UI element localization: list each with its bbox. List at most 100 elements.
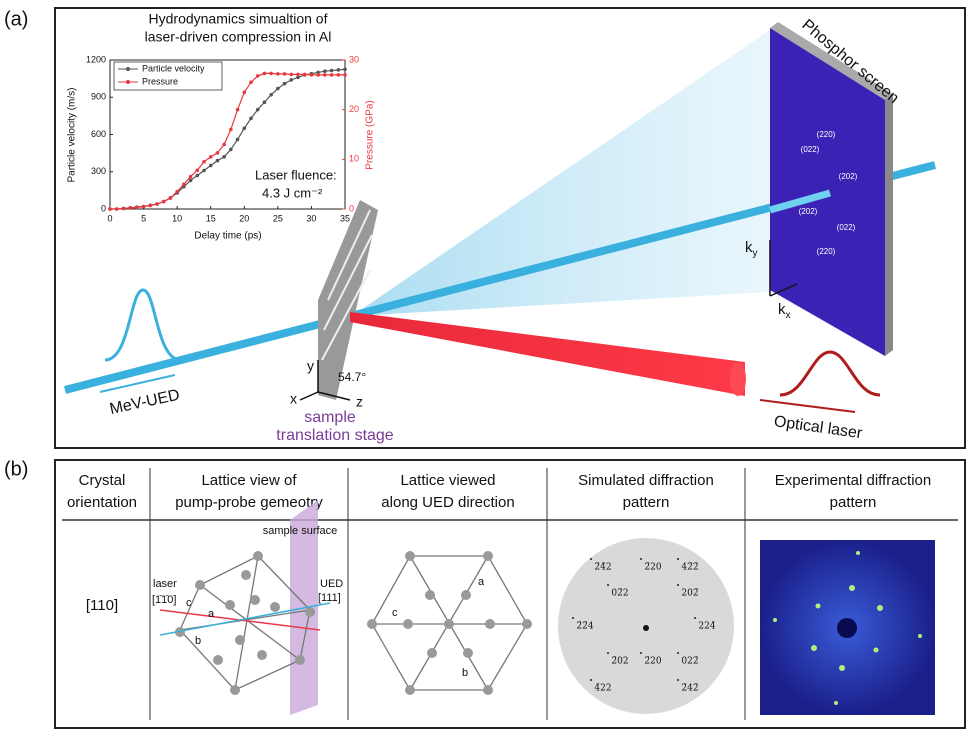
chart-title: laser-driven compression in Al	[145, 29, 332, 45]
point	[289, 78, 294, 82]
sim-label: 2̄4̄2	[594, 563, 611, 573]
point	[316, 73, 320, 77]
electron-beam	[769, 189, 831, 214]
legend-label: Pressure	[142, 76, 178, 86]
point	[242, 126, 247, 131]
arrow	[759, 399, 856, 413]
ued-arrow	[159, 602, 331, 636]
atoms	[175, 551, 315, 695]
point	[128, 206, 132, 210]
point	[208, 163, 213, 168]
surface-label: sample surface	[263, 525, 338, 537]
sim-spot	[677, 584, 679, 586]
point	[262, 71, 267, 76]
axis-name: x	[290, 391, 297, 407]
point	[296, 75, 300, 80]
k: k	[778, 301, 786, 318]
x-tick-label: 35	[340, 213, 350, 223]
legend-label: Particle velocity	[142, 63, 205, 73]
point	[249, 116, 253, 121]
lattice-label: b	[462, 667, 468, 679]
point	[135, 205, 139, 210]
point	[255, 107, 260, 112]
point	[329, 73, 334, 77]
sim-label: 2̄20	[644, 657, 661, 667]
table-header: Crystal	[79, 472, 126, 489]
table-header: Simulated diffraction	[578, 472, 714, 489]
point	[336, 73, 341, 77]
sim-label: 022̄	[681, 657, 698, 667]
y2-axis-label: Pressure (GPa)	[365, 100, 376, 169]
point	[188, 174, 193, 179]
point	[269, 71, 273, 76]
point	[195, 168, 200, 173]
lattice-label: a	[208, 608, 215, 620]
k: k	[745, 239, 753, 256]
sim-spot	[590, 679, 592, 681]
sample-stage	[318, 200, 378, 400]
table-header: Crystal orientation Lattice view of pump-pr…	[67, 472, 931, 511]
y2-tick-label: 30	[349, 54, 359, 64]
stage-label: sample	[304, 409, 356, 426]
point	[229, 127, 233, 132]
lattice-label: b	[195, 635, 201, 647]
point	[296, 72, 300, 77]
y-tick-label: 300	[91, 166, 106, 176]
stage-label: translation stage	[276, 427, 394, 444]
laser-label: Optical laser	[773, 413, 864, 442]
spot-label: (220)	[817, 130, 836, 139]
point	[222, 142, 226, 147]
atoms	[367, 551, 532, 695]
point	[215, 158, 220, 163]
x-axis-label: Delay time (ps)	[194, 231, 261, 242]
beam-label: MeV-UED	[108, 387, 181, 418]
table-header: pattern	[830, 494, 877, 511]
sub: x	[786, 310, 791, 321]
arrow	[99, 374, 176, 393]
laser-beam	[350, 312, 745, 396]
y2-tick-label: 0	[349, 203, 354, 213]
point	[323, 73, 327, 77]
table-header: orientation	[67, 494, 137, 511]
axis-name: z	[356, 394, 363, 410]
point	[262, 100, 267, 105]
table-cell: [110]	[86, 597, 118, 614]
axes-arrows	[299, 240, 798, 401]
x-tick-label: 0	[107, 213, 112, 223]
spot-label: (220)	[817, 247, 836, 256]
point	[255, 74, 260, 78]
point	[235, 137, 240, 142]
point	[242, 90, 247, 95]
sim-spot	[677, 652, 679, 654]
sim-spot	[677, 558, 679, 560]
laser-beam	[730, 362, 746, 396]
x-tick-label: 10	[172, 213, 182, 223]
sim-label: 2̄20	[644, 563, 661, 573]
sim-spot	[590, 558, 592, 560]
point	[215, 151, 220, 155]
point	[343, 67, 347, 72]
lattice-label: c	[186, 597, 192, 609]
diffraction-cone	[352, 30, 885, 356]
sim-label: 2̄02	[611, 657, 628, 667]
pulse	[104, 288, 182, 362]
point	[289, 72, 294, 77]
sim-spot	[677, 679, 679, 681]
y-axis-label: Particle velocity (m/s)	[67, 87, 78, 182]
point	[155, 202, 159, 206]
sim-label: 2̄2̄4	[576, 622, 593, 632]
point	[175, 189, 179, 194]
point	[282, 81, 287, 86]
legend-box	[113, 61, 223, 91]
legend-swatch	[126, 67, 130, 71]
sim-label: 4̄22	[594, 684, 611, 694]
point	[235, 107, 240, 112]
sim-spot	[572, 617, 574, 619]
point	[336, 68, 341, 72]
sim-label: 2̄42̄	[681, 684, 698, 694]
sim-label: 202̄	[681, 589, 698, 599]
table-header: Lattice viewed	[400, 472, 495, 489]
pulse	[779, 350, 881, 397]
spot-label: (202)	[839, 172, 858, 181]
